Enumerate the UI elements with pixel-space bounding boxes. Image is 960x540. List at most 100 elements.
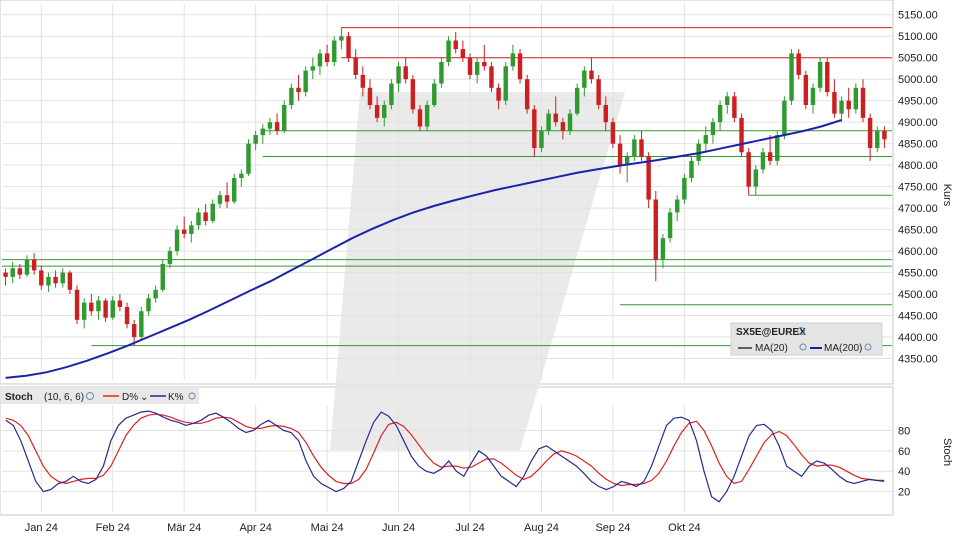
candle-body: [124, 306, 130, 325]
candle-body: [603, 104, 608, 123]
ma20-settings-icon[interactable]: [799, 343, 807, 351]
candle-body: [67, 272, 73, 290]
candle-body: [517, 53, 523, 80]
legend-d-chevron-icon[interactable]: ⌄: [140, 392, 148, 403]
legend-ma20-label: MA(20): [755, 343, 788, 354]
candle-body: [131, 324, 137, 338]
candle-body: [482, 62, 487, 67]
candle-body: [489, 66, 494, 88]
candle-body: [260, 128, 266, 136]
stoch-legend: Stoch (10, 6, 6) D% ⌄ K%: [1, 388, 199, 404]
candle-body: [17, 268, 23, 275]
stoch-y-tick-label: 80: [898, 425, 910, 437]
stoch-d-line: [5, 413, 885, 487]
candle-body: [203, 212, 208, 222]
candle-body: [310, 66, 316, 71]
candle-body: [196, 212, 201, 226]
price-y-tick-label: 4600.00: [898, 246, 938, 258]
price-y-tick-label: 4400.00: [898, 332, 938, 344]
price-y-tick-label: 4800.00: [898, 160, 938, 172]
candle-body: [675, 199, 680, 213]
candle-body: [739, 117, 744, 153]
candle-body: [582, 70, 587, 88]
candle-body: [282, 104, 287, 131]
ma200-settings-icon[interactable]: [864, 343, 872, 351]
candle-body: [274, 122, 280, 131]
x-tick-label: Aug 24: [524, 522, 559, 534]
stoch-params: (10, 6, 6): [44, 392, 84, 403]
candle-body: [710, 122, 716, 136]
candle-body: [374, 104, 380, 118]
candle-body: [875, 130, 880, 148]
candle-body: [803, 74, 809, 105]
stoch-axis-title: Stoch: [941, 438, 953, 466]
candle-body: [632, 139, 637, 157]
candle-body: [253, 135, 258, 144]
candle-body: [110, 300, 115, 318]
price-y-tick-label: 5000.00: [898, 74, 938, 86]
price-y-tick-label: 4700.00: [898, 203, 938, 215]
candle-body: [60, 272, 65, 284]
candle-body: [189, 225, 194, 234]
candle-body: [532, 109, 537, 148]
candle-body: [689, 160, 694, 179]
candle-body: [417, 109, 423, 127]
price-y-tick-label: 4650.00: [898, 225, 938, 237]
candle-body: [567, 113, 573, 131]
candle-body: [232, 178, 237, 202]
candle-body: [524, 79, 530, 110]
candle-body: [289, 87, 294, 105]
candle-body: [396, 66, 401, 84]
candle-body: [853, 87, 859, 110]
candle-body: [303, 70, 308, 93]
symbol-settings-icon[interactable]: [797, 327, 805, 335]
candle-body: [139, 311, 144, 338]
candle-body: [24, 259, 30, 275]
price-y-tick-label: 4900.00: [898, 117, 938, 129]
candle-body: [832, 92, 837, 114]
candle-body: [496, 87, 501, 101]
stoch-k-line: [5, 410, 885, 503]
candle-body: [767, 152, 773, 161]
candle-body: [839, 100, 844, 114]
candle-body: [796, 53, 801, 75]
price-legend: SX5E@EUREX MA(20) MA(200): [730, 322, 883, 356]
candle-body: [446, 40, 451, 63]
candle-body: [103, 300, 108, 318]
candle-body: [324, 53, 330, 63]
candle-body: [510, 53, 516, 67]
candle-body: [789, 53, 794, 101]
candle-body: [732, 96, 737, 118]
candle-body: [467, 57, 473, 75]
x-tick-label: Jul 24: [455, 522, 484, 534]
legend-k-label: K%: [168, 392, 184, 403]
stoch-y-tick-label: 40: [898, 466, 910, 478]
candle-body: [682, 178, 687, 200]
x-tick-label: Jan 24: [25, 522, 58, 534]
candle-body: [867, 117, 873, 148]
price-y-tick-label: 4550.00: [898, 268, 938, 280]
candle-body: [367, 87, 373, 105]
candle-body: [474, 62, 480, 75]
candle-body: [317, 53, 323, 67]
candle-body: [546, 113, 551, 131]
candle-body: [81, 302, 87, 320]
candle-body: [610, 122, 616, 144]
x-tick-label: Jun 24: [382, 522, 415, 534]
legend-d-label: D%: [122, 392, 138, 403]
candle-body: [246, 143, 251, 174]
candle-body: [31, 259, 37, 271]
price-y-tick-label: 4350.00: [898, 354, 938, 366]
candle-body: [174, 229, 180, 252]
x-tick-label: Mai 24: [311, 522, 344, 534]
symbol-label: SX5E@EUREX: [736, 327, 806, 338]
candle-body: [574, 87, 580, 114]
price-y-tick-label: 4750.00: [898, 182, 938, 194]
candle-body: [825, 62, 830, 93]
candle-body: [424, 104, 430, 127]
k-settings-icon[interactable]: [188, 392, 196, 400]
candle-body: [725, 96, 730, 105]
candle-body: [760, 152, 766, 170]
stoch-settings-icon[interactable]: [86, 392, 94, 400]
